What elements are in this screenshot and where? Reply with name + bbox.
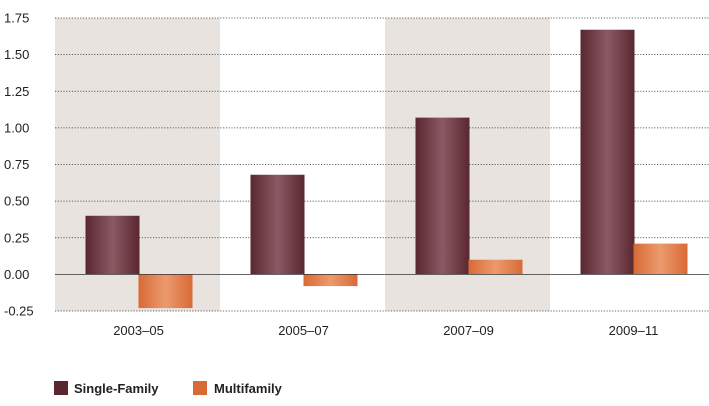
legend: Single-Family Multifamily [54,381,283,396]
y-tick-label: 1.00 [4,120,29,135]
bars [85,29,688,309]
gridlines [55,17,709,312]
bar-multifamily [138,274,193,309]
x-category-label: 2007–09 [443,323,494,338]
x-category-label: 2009–11 [609,323,659,338]
x-category-label: 2003–05 [113,323,164,338]
y-axis-tick-labels: 1.75 1.50 1.25 1.00 0.75 0.50 0.25 0.00 -0.25 [4,11,34,319]
legend-swatch-multifamily [193,381,207,395]
y-tick-label: 0.00 [4,267,29,282]
y-tick-label: -0.25 [4,304,34,319]
y-tick-label: 1.50 [4,47,29,62]
y-tick-label: 0.25 [4,230,29,245]
bar-single-family [85,215,140,275]
y-tick-label: 0.75 [4,157,29,172]
bar-multifamily [303,274,358,287]
bar-single-family [250,174,305,275]
bar-multifamily [468,259,523,275]
legend-label-multifamily: Multifamily [214,381,283,396]
bar-single-family [415,117,470,275]
legend-label-single-family: Single-Family [74,381,159,396]
bar-multifamily [633,243,688,275]
y-tick-label: 1.75 [4,11,29,26]
legend-swatch-single-family [54,381,68,395]
y-tick-label: 0.50 [4,194,29,209]
x-axis-category-labels: 2003–05 2005–07 2007–09 2009–11 [113,323,658,338]
y-tick-label: 1.25 [4,84,29,99]
x-category-label: 2005–07 [278,323,329,338]
bar-single-family [580,29,635,275]
